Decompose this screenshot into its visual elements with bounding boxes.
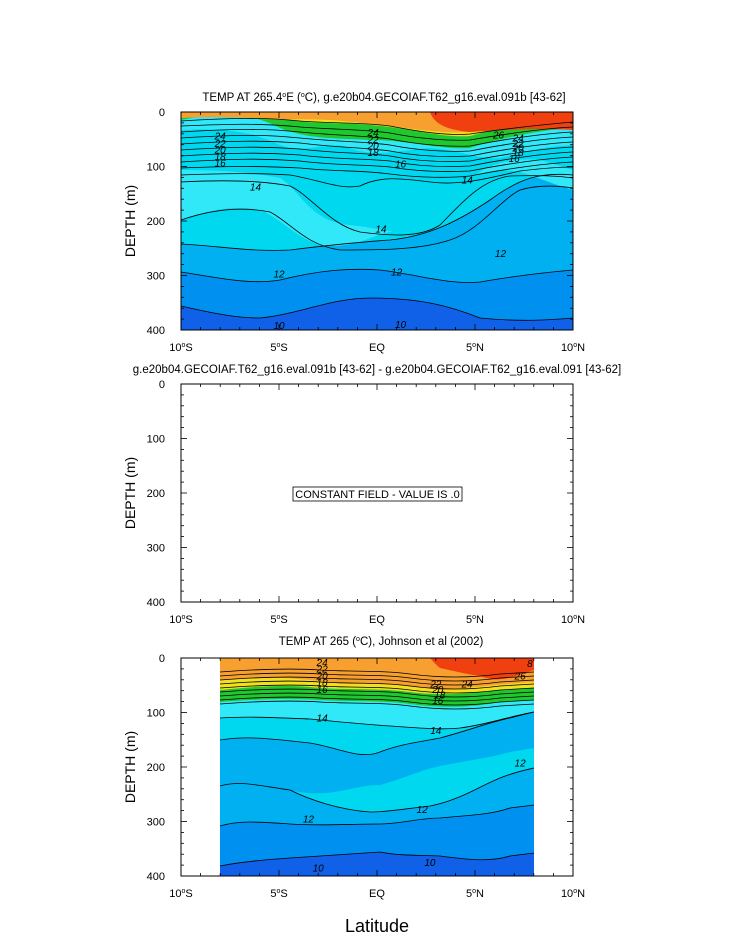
panel-middle-axes: 10oS 5oS EQ 5oN 10oN 0 100 200 300 400 DEPTH (m): [122, 379, 585, 626]
y-tick-label-bottom-3: 300: [147, 817, 165, 829]
contour-label-top-12: 22: [512, 139, 525, 150]
contour-label-top-17: 14: [375, 225, 387, 236]
contour-label-top-3: 18: [215, 152, 227, 163]
y-tick-label-top-0: 0: [159, 107, 165, 119]
x-tick-label-top-4: 10oN: [561, 342, 585, 354]
panel-middle-title: g.e20b04.GECOIAF.T62_g16.eval.091b [43-6…: [133, 364, 621, 376]
constant-field-annotation: CONSTANT FIELD - VALUE IS .0: [292, 486, 463, 502]
x-tick-label-middle-2: EQ: [369, 614, 385, 626]
contour-label-bottom-11: 8: [527, 659, 533, 670]
x-axis-label: Latitude: [345, 916, 409, 936]
panel-top-model-temp: TEMP AT 265.4oE (oC), g.e20b04.GECOIAF.T…: [122, 92, 585, 354]
y-tick-label-top-2: 200: [147, 216, 165, 228]
x-tick-label-middle-3: 5oN: [466, 614, 484, 626]
y-tick-label-middle-4: 400: [147, 597, 165, 609]
contour-label-top-8: 18: [368, 148, 380, 159]
x-tick-label-bottom-4: 10oN: [561, 888, 585, 900]
contour-label-bottom-0: 24: [316, 658, 329, 669]
y-tick-label-bottom-1: 100: [147, 708, 165, 720]
x-tick-label-middle-4: 10oN: [561, 614, 585, 626]
panel-bottom-fill: [220, 658, 534, 876]
contour-label-top-7: 20: [367, 141, 380, 152]
contour-label-bottom-13: 14: [430, 726, 442, 737]
y-tick-label-top-1: 100: [147, 162, 165, 174]
contour-label-top-10: 26: [492, 130, 505, 141]
contour-label-top-23: 10: [395, 320, 407, 331]
panel-bottom-contours: [220, 668, 534, 867]
contour-label-bottom-5: 22: [429, 680, 442, 691]
contour-label-bottom-1: 22: [316, 664, 329, 675]
y-axis-label-bottom: DEPTH (m): [122, 731, 138, 803]
x-tick-label-top-3: 5oN: [466, 342, 484, 354]
y-tick-label-top-4: 400: [147, 325, 165, 337]
contour-label-top-15: 16: [509, 154, 521, 165]
y-tick-label-middle-2: 200: [147, 488, 165, 500]
y-tick-label-middle-3: 300: [147, 543, 165, 555]
contour-label-bottom-10: 26: [514, 671, 527, 682]
contour-label-bottom-17: 10: [424, 858, 436, 869]
contour-label-bottom-8: 16: [432, 696, 444, 707]
contour-label-bottom-9: 24: [461, 680, 474, 691]
panel-middle-difference: g.e20b04.GECOIAF.T62_g16.eval.091b [43-6…: [122, 364, 621, 626]
panel-bottom-axes: 10oS 5oS EQ 5oN 10oN 0 100 200 300 400 DEPTH (m): [122, 653, 585, 900]
panel-bottom-observed-temp: TEMP AT 265 (oC), Johnson et al (2002): [122, 636, 585, 900]
contour-label-bottom-14: 12: [515, 759, 527, 770]
contour-label-top-19: 12: [273, 269, 285, 280]
contour-label-top-13: 20: [512, 143, 525, 154]
contour-label-top-11: 24: [512, 134, 525, 145]
contour-label-bottom-16: 12: [417, 805, 429, 816]
contour-label-top-1: 22: [214, 139, 227, 150]
contour-label-bottom-6: 20: [431, 685, 444, 696]
contour-label-bottom-12: 14: [317, 713, 329, 724]
panel-top-contours: [181, 117, 573, 321]
svg-text:CONSTANT FIELD - VALUE IS .0: CONSTANT FIELD - VALUE IS .0: [295, 489, 459, 501]
contour-label-bottom-7: 18: [434, 691, 446, 702]
x-tick-label-bottom-2: EQ: [369, 888, 385, 900]
x-tick-label-top-1: 5oS: [270, 342, 287, 354]
contour-label-top-21: 12: [495, 249, 507, 260]
panel-top-title: TEMP AT 265.4oE (oC), g.e20b04.GECOIAF.T…: [202, 92, 565, 104]
y-tick-label-top-3: 300: [147, 271, 165, 283]
x-tick-label-top-2: EQ: [369, 342, 385, 354]
panel-bottom-title: TEMP AT 265 (oC), Johnson et al (2002): [279, 636, 484, 648]
contour-label-top-5: 24: [367, 128, 380, 139]
x-tick-label-middle-1: 5oS: [270, 614, 287, 626]
contour-label-bottom-4: 16: [317, 685, 329, 696]
contour-label-top-20: 12: [391, 268, 403, 279]
y-tick-label-bottom-0: 0: [159, 653, 165, 665]
x-tick-label-bottom-3: 5oN: [466, 888, 484, 900]
contour-label-top-18: 14: [462, 176, 474, 187]
x-tick-label-bottom-1: 5oS: [270, 888, 287, 900]
x-tick-label-middle-0: 10oS: [169, 614, 193, 626]
y-tick-label-bottom-2: 200: [147, 762, 165, 774]
x-tick-label-top-0: 10oS: [169, 342, 193, 354]
contour-label-top-6: 22: [367, 135, 380, 146]
contour-label-top-16: 14: [250, 183, 262, 194]
y-tick-label-middle-1: 100: [147, 434, 165, 446]
contour-label-bottom-15: 12: [303, 814, 315, 825]
y-tick-label-bottom-4: 400: [147, 871, 165, 883]
panel-top-axes: 10oS 5oS EQ 5oN 10oN 0 100 200 300 400 DEPTH (m): [122, 107, 585, 354]
contour-label-top-14: 18: [513, 148, 525, 159]
contour-label-top-9: 16: [395, 159, 407, 170]
y-tick-label-middle-0: 0: [159, 379, 165, 391]
contour-label-bottom-3: 18: [317, 678, 329, 689]
contour-label-top-2: 20: [214, 146, 227, 157]
contour-label-top-0: 24: [214, 131, 227, 142]
x-tick-label-bottom-0: 10oS: [169, 888, 193, 900]
contour-label-bottom-18: 10: [313, 863, 325, 874]
y-axis-label-top: DEPTH (m): [122, 185, 138, 257]
y-axis-label-middle: DEPTH (m): [122, 457, 138, 529]
contour-label-bottom-2: 20: [316, 671, 329, 682]
contour-label-top-4: 16: [215, 159, 227, 170]
